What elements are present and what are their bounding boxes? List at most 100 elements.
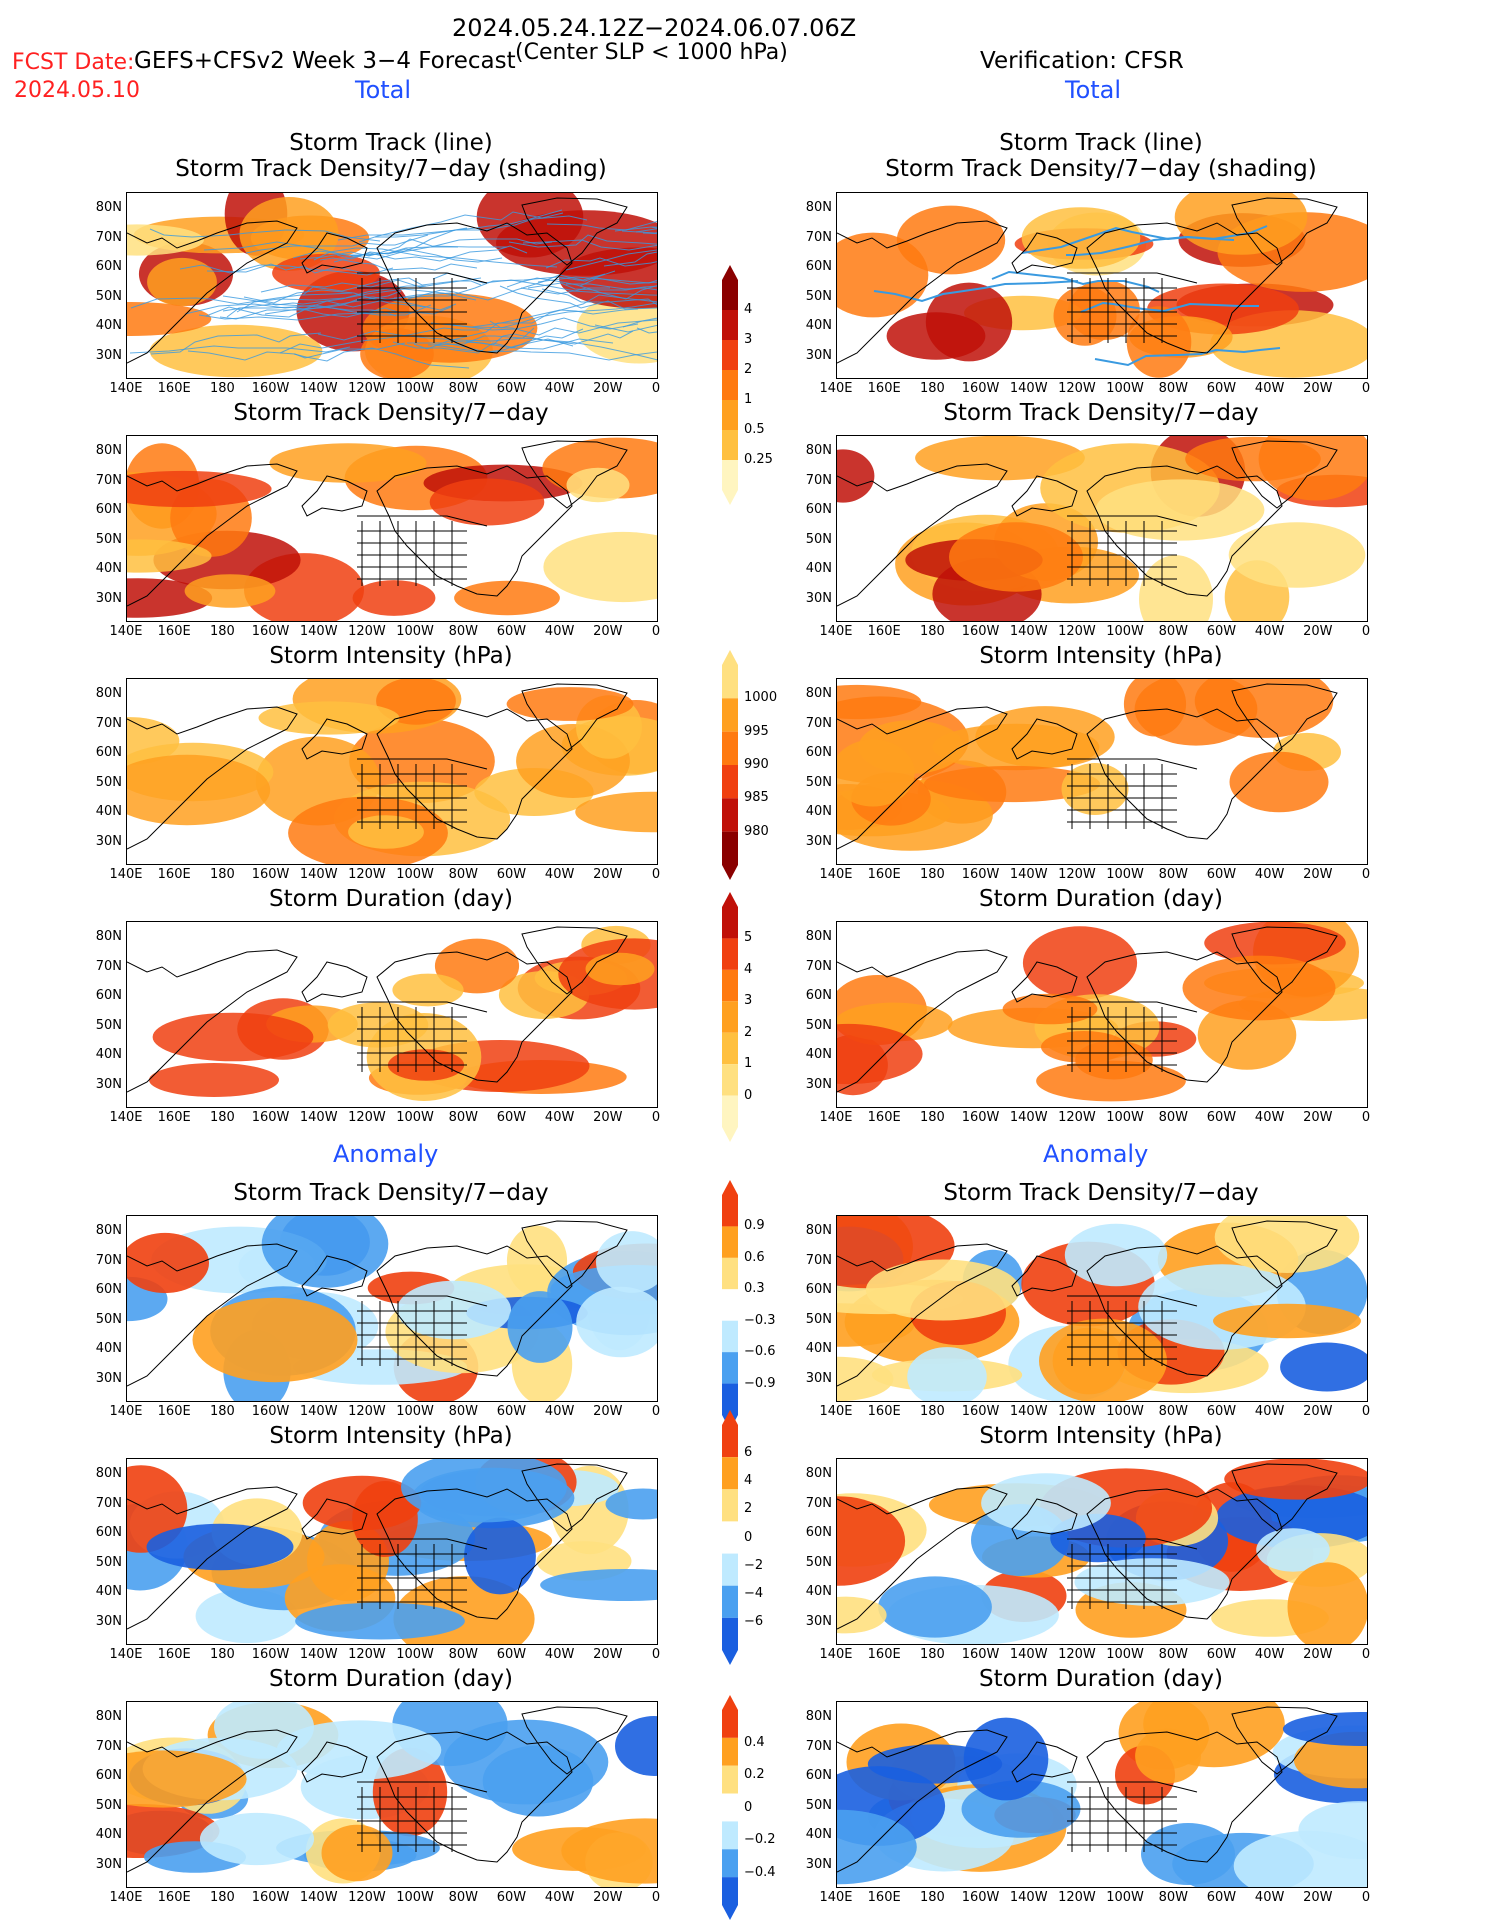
lat-label: 40N xyxy=(805,804,832,819)
lat-label: 60N xyxy=(95,1525,122,1540)
panel-title-r6-left: Storm Intensity (hPa) xyxy=(269,1423,513,1449)
lat-label: 70N xyxy=(95,1738,122,1754)
lon-label: 0 xyxy=(651,1890,661,1905)
lon-label: 160W xyxy=(961,867,1000,882)
lon-label: 140E xyxy=(109,867,143,882)
map-svg xyxy=(127,679,657,864)
map-panel-r7-left xyxy=(126,1701,658,1888)
lon-label: 120W xyxy=(348,1647,386,1662)
colorbar-density-anom-tick: −0.9 xyxy=(744,1375,776,1391)
lon-label: 140E xyxy=(819,1404,853,1419)
lat-label: 50N xyxy=(805,531,832,547)
lon-label: 120W xyxy=(348,624,386,639)
lat-label: 70N xyxy=(95,958,122,974)
map-svg xyxy=(127,925,657,1101)
lon-label: 140W xyxy=(1009,381,1048,396)
map-svg xyxy=(837,1459,1367,1644)
lon-label: 80W xyxy=(1158,1404,1188,1419)
lon-label: 120W xyxy=(1058,624,1096,639)
panel-title-r3-left: Storm Intensity (hPa) xyxy=(269,643,513,669)
lon-label: 180 xyxy=(209,1110,235,1125)
lon-label: 180 xyxy=(209,381,235,396)
map-svg xyxy=(127,1459,657,1644)
lon-label: 160W xyxy=(961,1110,1000,1125)
lon-label: 160E xyxy=(867,1647,901,1662)
panel-title-r1-right-line2: Storm Track Density/7−day (shading) xyxy=(885,156,1317,182)
lon-label: 20W xyxy=(1303,1647,1333,1662)
lat-label: 40N xyxy=(95,1341,122,1356)
lon-label: 60W xyxy=(496,867,527,882)
lat-label: 80N xyxy=(95,200,122,215)
panel-title-r2-left: Storm Track Density/7−day xyxy=(233,400,549,426)
lon-label: 120W xyxy=(1058,381,1096,396)
lat-label: 40N xyxy=(805,1584,832,1599)
lon-label: 20W xyxy=(593,1110,623,1125)
lat-label: 60N xyxy=(805,1768,832,1783)
colorbar-density-total-tick: 0.25 xyxy=(744,452,773,467)
lon-label: 140E xyxy=(819,381,853,396)
lat-label: 50N xyxy=(95,1797,122,1813)
lon-label: 40W xyxy=(544,867,575,882)
lat-label: 40N xyxy=(805,1827,832,1842)
lon-label: 180 xyxy=(209,1890,235,1905)
lon-label: 140E xyxy=(819,867,853,882)
map-panel-r5-right xyxy=(836,1215,1368,1402)
lon-label: 100W xyxy=(1106,1647,1144,1662)
lat-label: 80N xyxy=(805,686,832,701)
lon-label: 160W xyxy=(251,624,290,639)
lon-label: 20W xyxy=(1303,381,1333,396)
lon-label: 0 xyxy=(1361,1647,1371,1662)
lon-label: 140W xyxy=(299,1890,338,1905)
colorbar-intensity-anom-tick: 2 xyxy=(744,1501,753,1517)
criterion-label: (Center SLP < 1000 hPa) xyxy=(515,40,788,65)
lon-label: 100W xyxy=(1106,1404,1144,1419)
colorbar-density-anom xyxy=(722,1180,738,1434)
lat-label: 80N xyxy=(95,686,122,701)
colorbar-duration-total-tick: 1 xyxy=(744,1056,753,1072)
lon-label: 160E xyxy=(157,1404,191,1419)
panel-title-r2-right: Storm Track Density/7−day xyxy=(943,400,1259,426)
colorbar-intensity-anom-tick: 0 xyxy=(744,1529,753,1545)
colorbar-duration-anom-tick: −0.2 xyxy=(744,1832,776,1847)
map-panel-r2-left xyxy=(126,435,658,622)
map-svg xyxy=(837,1702,1367,1887)
lon-label: 160E xyxy=(157,867,191,882)
lon-label: 180 xyxy=(919,381,945,396)
lon-label: 160W xyxy=(251,1890,290,1905)
map-svg xyxy=(837,922,1367,1102)
colorbar-density-total-tick: 3 xyxy=(744,332,753,347)
lon-label: 180 xyxy=(919,1110,945,1125)
lon-label: 160E xyxy=(157,381,191,396)
lat-label: 50N xyxy=(805,1797,832,1813)
lat-label: 30N xyxy=(805,1076,832,1092)
lat-label: 80N xyxy=(95,443,122,458)
lon-label: 0 xyxy=(651,624,661,639)
lon-label: 160E xyxy=(867,867,901,882)
lon-label: 100W xyxy=(1106,381,1144,396)
lon-label: 40W xyxy=(1254,1404,1285,1419)
lat-label: 40N xyxy=(805,561,832,576)
colorbar-density-anom-tick: 0.3 xyxy=(744,1281,765,1297)
lat-label: 40N xyxy=(95,1047,122,1062)
lon-label: 160W xyxy=(961,1404,1000,1419)
map-svg xyxy=(837,1216,1367,1401)
section-total-right: Total xyxy=(1065,76,1122,104)
lon-label: 160W xyxy=(961,1890,1000,1905)
lon-label: 80W xyxy=(1158,381,1188,396)
lon-label: 60W xyxy=(1206,381,1237,396)
panel-title-r5-right: Storm Track Density/7−day xyxy=(943,1180,1259,1206)
fcst-date-value: 2024.05.10 xyxy=(14,78,140,103)
lon-label: 80W xyxy=(1158,1890,1188,1905)
panel-title-r3-right: Storm Intensity (hPa) xyxy=(979,643,1223,669)
lon-label: 160W xyxy=(251,1647,290,1662)
lat-label: 70N xyxy=(95,1495,122,1511)
lat-label: 60N xyxy=(805,988,832,1003)
lon-label: 160E xyxy=(867,1110,901,1125)
panel-title-r7-right: Storm Duration (day) xyxy=(979,1666,1223,1692)
colorbar-intensity-anom-tick: −4 xyxy=(744,1585,764,1601)
lon-label: 140E xyxy=(109,381,143,396)
map-svg xyxy=(127,1702,657,1887)
section-anomaly-right: Anomaly xyxy=(1043,1140,1149,1168)
lat-label: 60N xyxy=(95,1768,122,1783)
lon-label: 140W xyxy=(299,624,338,639)
